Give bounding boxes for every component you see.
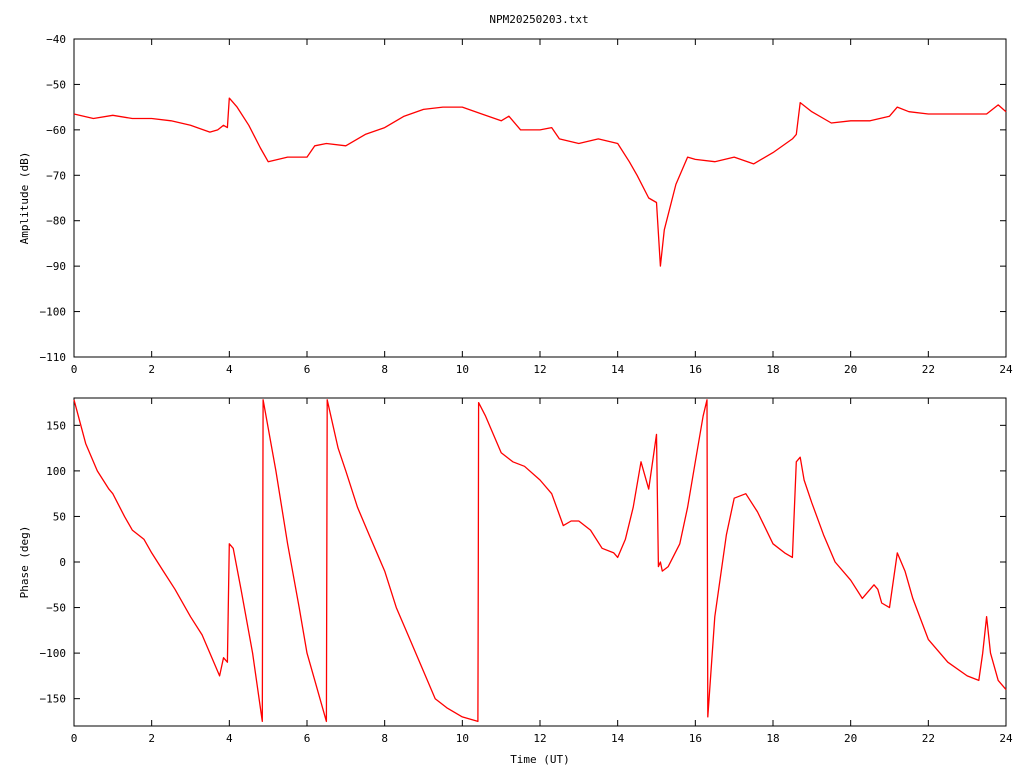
- x-tick-label: 0: [71, 732, 78, 745]
- amplitude-panel: 0 2 4 6 8 10 12 14 16 18 20 22 24−40−50−60−70−80−90−…: [18, 33, 1013, 376]
- x-tick-label: 22: [922, 363, 935, 376]
- y-axis-label: Phase (deg): [18, 526, 31, 599]
- x-tick-label: 6: [304, 363, 311, 376]
- x-tick-label: 18: [766, 732, 779, 745]
- phase-series-line: [73, 399, 1007, 723]
- x-tick-label: 14: [611, 363, 625, 376]
- y-tick-label: −100: [40, 647, 67, 660]
- y-tick-label: −110: [40, 351, 67, 364]
- x-tick-label: 20: [844, 732, 857, 745]
- y-tick-label: 0: [59, 556, 66, 569]
- x-tick-label: 16: [689, 363, 702, 376]
- plot-frame: [73, 38, 1007, 358]
- x-tick-label: 24: [999, 363, 1013, 376]
- phase-panel: 0 2 4 6 8 10 12 14 16 18 20 22 24150100500−50−100−15…: [18, 397, 1013, 766]
- x-tick-label: 16: [689, 732, 702, 745]
- y-tick-label: 150: [46, 419, 66, 432]
- y-tick-label: −50: [46, 602, 66, 615]
- x-tick-label: 2: [148, 732, 155, 745]
- x-tick-label: 8: [381, 363, 388, 376]
- x-tick-label: 14: [611, 732, 625, 745]
- y-axis-label: Amplitude (dB): [18, 152, 31, 245]
- y-tick-label: 50: [53, 510, 66, 523]
- y-tick-label: −90: [46, 260, 66, 273]
- x-tick-label: 4: [226, 363, 233, 376]
- y-tick-label: −60: [46, 124, 66, 137]
- x-tick-label: 24: [999, 732, 1013, 745]
- x-tick-label: 10: [456, 363, 469, 376]
- amplitude-series-line: [73, 97, 1007, 267]
- x-axis-label: Time (UT): [510, 753, 570, 766]
- x-tick-label: 0: [71, 363, 78, 376]
- plot-frame: [73, 397, 1007, 727]
- y-tick-label: −150: [40, 693, 67, 706]
- chart-title: NPM20250203.txt: [489, 13, 588, 26]
- y-tick-label: 100: [46, 465, 66, 478]
- x-tick-label: 8: [381, 732, 388, 745]
- y-tick-label: −50: [46, 78, 66, 91]
- y-tick-label: −100: [40, 306, 67, 319]
- x-tick-label: 12: [533, 732, 546, 745]
- x-tick-label: 6: [304, 732, 311, 745]
- y-tick-label: −40: [46, 33, 66, 46]
- x-tick-label: 2: [148, 363, 155, 376]
- x-tick-label: 12: [533, 363, 546, 376]
- y-tick-label: −80: [46, 215, 66, 228]
- x-tick-label: 18: [766, 363, 779, 376]
- x-tick-label: 22: [922, 732, 935, 745]
- x-tick-label: 10: [456, 732, 469, 745]
- x-tick-label: 4: [226, 732, 233, 745]
- x-tick-label: 20: [844, 363, 857, 376]
- y-tick-label: −70: [46, 169, 66, 182]
